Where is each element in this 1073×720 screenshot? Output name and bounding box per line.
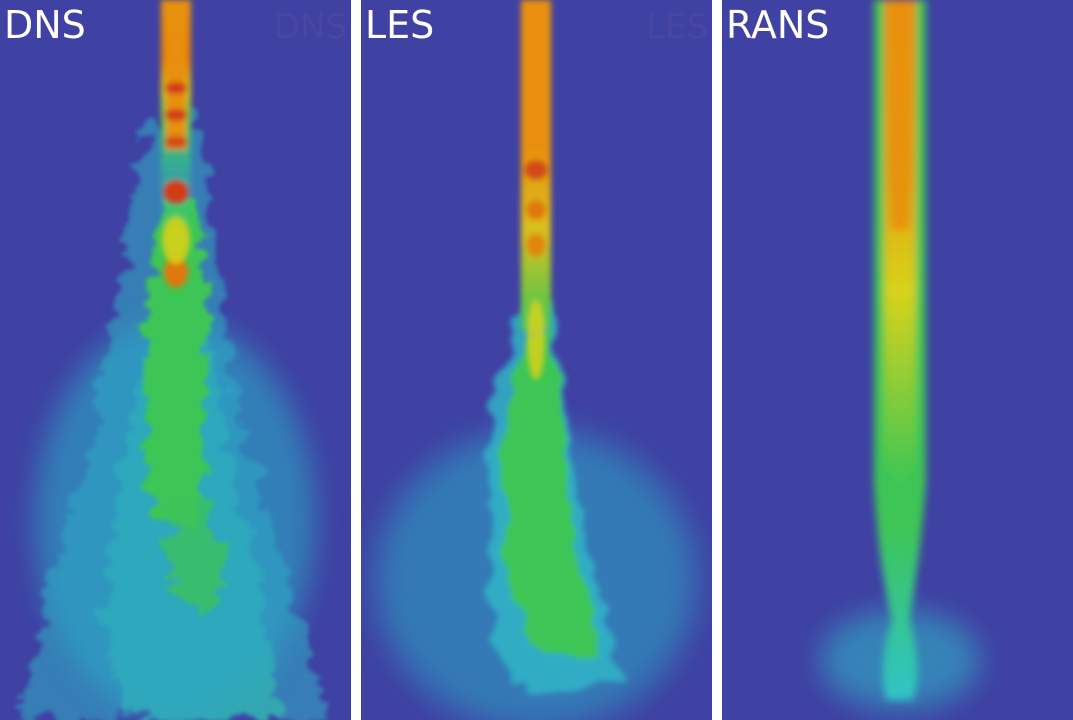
les-jet-image bbox=[376, 0, 696, 720]
panel-label-dns: DNS bbox=[4, 3, 86, 47]
panel-dns: DNS DNS bbox=[0, 0, 351, 720]
panel-watermark-les: LES bbox=[645, 7, 708, 47]
panel-label-les: LES bbox=[365, 3, 435, 47]
panel-label-rans: RANS bbox=[726, 3, 830, 47]
panel-rans: RANS bbox=[722, 0, 1073, 720]
panel-les: LES LES bbox=[361, 0, 712, 720]
panel-watermark-dns: DNS bbox=[273, 7, 347, 47]
rans-jet-image bbox=[820, 0, 980, 710]
dns-jet-image bbox=[20, 0, 330, 720]
